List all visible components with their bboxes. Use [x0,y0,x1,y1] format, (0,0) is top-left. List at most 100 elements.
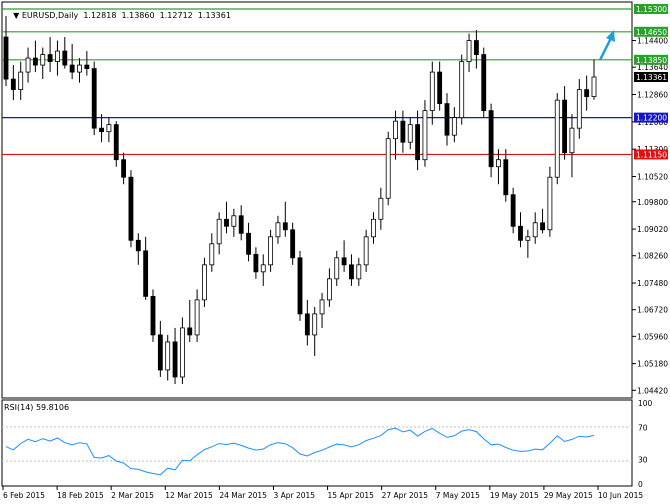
level-price-tag: 1.13850 [634,54,668,65]
candle [32,40,38,73]
candle [393,110,398,160]
candle [216,212,222,255]
candle [569,114,575,178]
candle [547,166,553,237]
candle [525,229,531,258]
date-tick-label: 3 Apr 2015 [273,491,315,500]
candle [473,30,479,69]
candle [518,212,523,248]
rsi-tick-label: 0 [638,480,643,489]
candle [496,149,501,185]
symbol-label: EURUSD,Daily [21,11,79,20]
candle [47,37,53,73]
svg-text:1.15300: 1.15300 [636,5,667,14]
rsi-tick-label: 70 [638,423,648,432]
candle [3,16,9,87]
date-tick-label: 12 Mar 2015 [165,491,213,500]
price-tick-label: 1.09800 [637,198,668,207]
candle [55,40,60,76]
date-tick-label: 2 Mar 2015 [111,491,154,500]
candle [231,208,237,237]
candle [510,187,516,234]
candle [99,114,104,143]
candle [18,61,24,101]
candle [238,205,244,241]
candle [407,117,413,150]
candle [246,222,251,262]
svg-text:1.13361: 1.13361 [636,73,667,82]
candle [466,33,472,73]
candle [157,320,163,377]
candle [62,37,68,69]
candle [319,292,325,328]
candle [378,187,384,230]
candle [128,170,134,248]
date-tick-label: 24 Mar 2015 [219,491,267,500]
date-tick-label: 27 Apr 2015 [382,491,429,500]
candle [172,327,178,384]
rsi-line [5,427,595,476]
chart-header: ▼ EURUSD,Daily 1.12818 1.13860 1.12712 1… [3,2,231,29]
price-tick-label: 1.05180 [637,360,668,369]
candle [540,208,545,234]
candle [260,254,266,286]
candle [143,236,149,300]
rsi-tick-label: 100 [638,399,653,408]
price-tick-label: 1.07480 [637,279,668,288]
candle [349,254,354,286]
candle [444,93,450,146]
date-tick-label: 7 May 2015 [436,491,480,500]
candle [290,222,296,265]
date-tick-label: 15 Apr 2015 [328,491,375,500]
date-tick-label: 10 Jun 2015 [598,491,643,500]
svg-text:1.11150: 1.11150 [636,150,667,159]
candle [297,250,303,321]
rsi-panel[interactable] [1,399,633,487]
candle [326,268,332,307]
candle [451,107,457,143]
date-tick-label: 6 Feb 2015 [3,491,45,500]
candle [268,229,274,272]
candle [135,233,141,265]
candle [69,44,75,80]
candle [224,201,229,234]
price-panel[interactable] [1,1,633,399]
price-tick-label: 1.14400 [637,37,668,46]
candle [371,212,376,244]
price-tick-label: 1.12860 [637,91,668,100]
svg-text:1.14650: 1.14650 [636,28,667,37]
level-price-tag: 1.15300 [634,4,668,15]
price-tick-label: 1.13640 [637,63,668,72]
candle [554,93,560,185]
candle [576,79,582,139]
rsi-title: RSI(14) 59.8106 [4,403,70,412]
candle [385,131,391,206]
level-price-tag: 1.11150 [634,149,668,160]
candle [187,299,193,342]
svg-text:1.12200: 1.12200 [636,114,667,123]
candle [334,250,340,286]
candle [253,247,259,279]
candle [400,110,406,153]
candle [422,100,428,167]
price-tick-label: 1.08260 [637,252,668,261]
candle [562,86,568,160]
candle [10,65,16,101]
candle [202,257,207,307]
level-price-tag: 1.14650 [634,26,668,37]
date-tick-label: 18 Feb 2015 [57,491,104,500]
candle [150,289,156,342]
candle [503,149,509,202]
candle [113,121,119,167]
date-tick-label: 19 May 2015 [490,491,539,500]
candle [275,215,281,244]
candle [584,75,590,111]
candle [91,61,97,136]
rsi-tick-label: 30 [638,456,648,465]
candle [532,212,538,244]
candle [209,233,215,272]
price-tick-label: 1.05960 [637,332,668,341]
candle [106,117,112,143]
candle [165,334,171,381]
